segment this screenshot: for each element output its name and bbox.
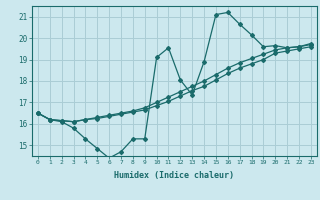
X-axis label: Humidex (Indice chaleur): Humidex (Indice chaleur) (115, 171, 234, 180)
